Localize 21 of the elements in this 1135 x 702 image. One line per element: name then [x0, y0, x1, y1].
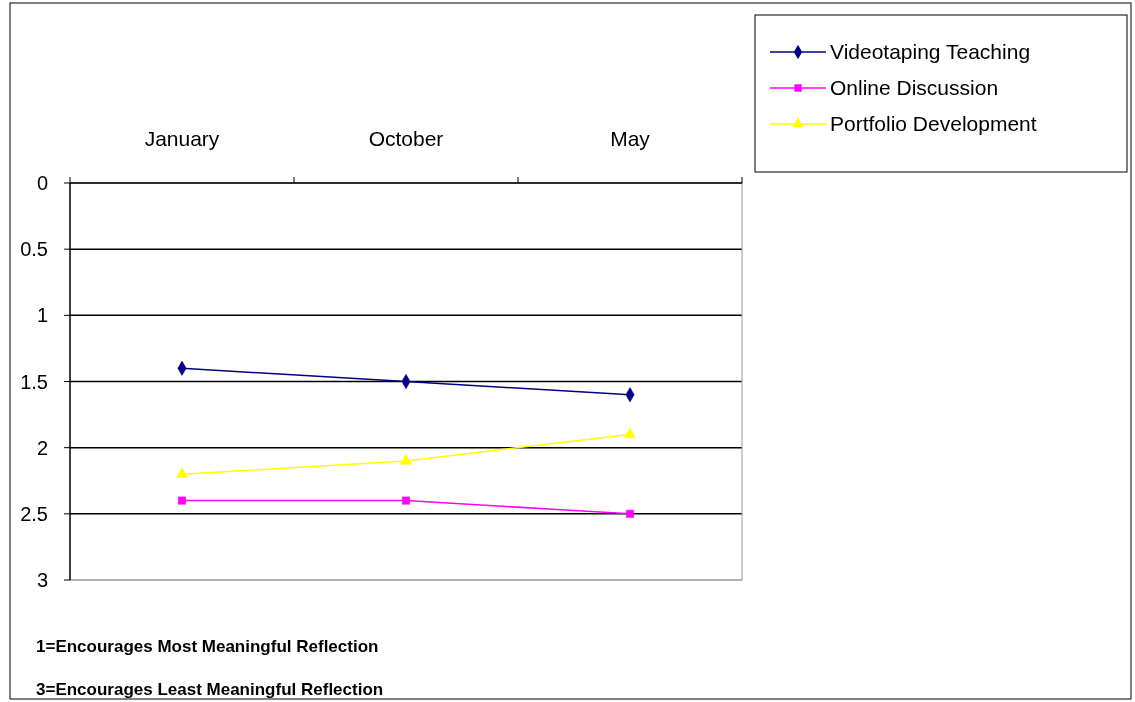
text: 1=Encourages Most Meaningful Reflection: [36, 637, 379, 656]
y-tick-label: 0: [36, 172, 48, 194]
y-tick-label: 1.5: [20, 370, 48, 393]
point: [402, 496, 410, 505]
y-tick-label: 2: [36, 436, 48, 459]
point: [178, 496, 186, 505]
x-tick-label: October: [368, 127, 444, 150]
text: 3=Encourages Least Meaningful Reflection: [36, 680, 384, 699]
x-tick-label: January: [144, 127, 220, 150]
x-tick-label: May: [610, 127, 651, 150]
point: [176, 467, 188, 478]
point: [626, 509, 634, 518]
point: [400, 454, 412, 465]
y-tick-label: 3: [36, 569, 48, 591]
legend-label: Videotaping Teaching: [830, 40, 1031, 63]
point: [624, 427, 636, 438]
legend-label: Online Discussion: [830, 76, 999, 99]
y-tick-label: 0.5: [20, 238, 48, 261]
y-tick-label: 2.5: [20, 502, 48, 525]
y-tick-label: 1: [36, 304, 48, 327]
legend-label: Portfolio Development: [830, 112, 1037, 135]
